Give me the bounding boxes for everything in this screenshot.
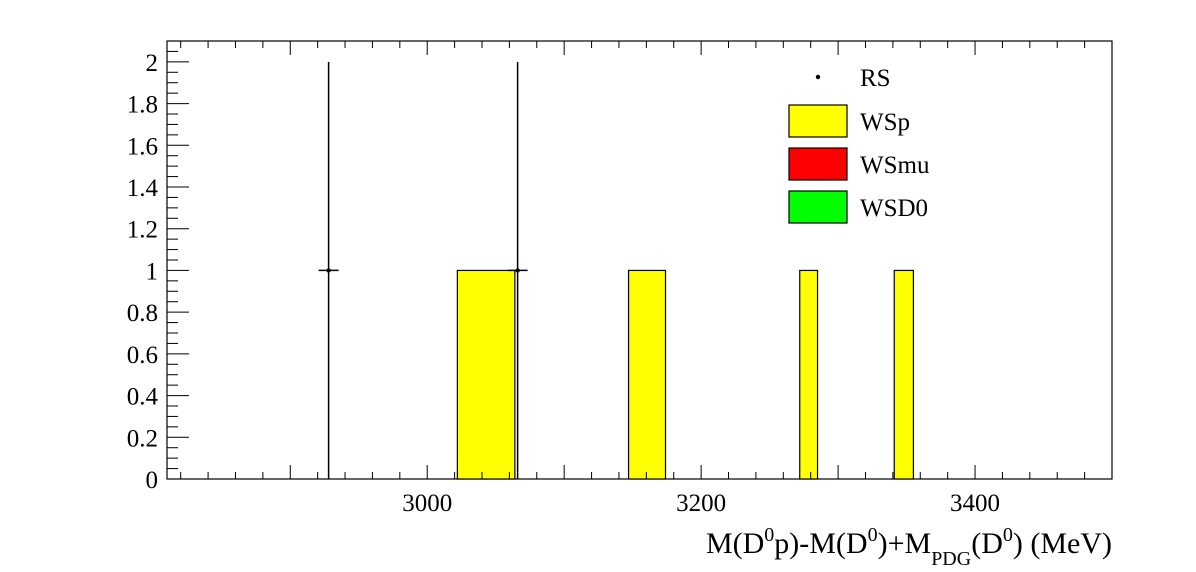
wsp-bar	[893, 269, 915, 480]
wsp-bar	[627, 269, 667, 480]
wsp-bar	[799, 269, 819, 480]
wsp-legend-label: WSp	[860, 109, 910, 136]
x-axis-title-part: 0	[764, 524, 774, 546]
wsd0-legend-label: WSD0	[860, 195, 928, 222]
y-tick-label: 1.6	[127, 133, 158, 160]
y-tick-label: 0.8	[127, 300, 158, 327]
x-axis-title-part: (D	[971, 527, 1003, 560]
rs-points-group	[318, 61, 528, 479]
y-tick-label: 0.6	[127, 342, 158, 369]
y-tick-label: 1	[146, 258, 159, 285]
x-tick-label: 3200	[676, 490, 726, 517]
wsmu-legend-label: WSmu	[860, 152, 930, 179]
wsd0-legend-swatch	[788, 190, 848, 224]
wsp-bar	[456, 269, 516, 480]
x-axis-title-part: 0	[1003, 524, 1013, 546]
rs-legend-marker	[815, 74, 821, 80]
y-tick-label: 0	[146, 467, 159, 494]
y-tick-label: 1.4	[127, 175, 159, 202]
x-axis-title-part: ) (MeV)	[1013, 527, 1112, 560]
y-tick-label: 0.2	[127, 425, 158, 452]
wsp-legend-swatch	[788, 104, 848, 138]
y-tick-label: 1.2	[127, 217, 158, 244]
axes-group: 0 0.2 0.4 0.6 0.8 1 1.2 1.4 1.6 1.8 2 3000 3200 3400	[127, 40, 1113, 517]
wsmu-legend-swatch	[788, 147, 848, 181]
x-tick-label: 3400	[950, 490, 1000, 517]
y-tick-label: 0.4	[127, 384, 159, 411]
x-axis-title-part: PDG	[931, 548, 971, 570]
y-tick-label: 1.8	[127, 92, 158, 119]
x-tick-label: 3000	[402, 490, 452, 517]
wsp-bars-group	[456, 269, 915, 480]
rs-point	[515, 268, 520, 273]
y-tick-label: 2	[146, 50, 159, 77]
x-axis-title-part: 0	[868, 524, 878, 546]
legend: RS WSp WSmu WSD0	[788, 65, 930, 224]
x-axis-title-part: M(D	[706, 527, 764, 560]
rs-point	[326, 268, 331, 273]
x-axis-title-part: )+M	[878, 527, 932, 560]
rs-legend-label: RS	[860, 65, 891, 92]
x-axis-title-part: p)-M(D	[774, 527, 867, 560]
x-axis-title: M(D0p)-M(D0)+MPDG(D0) (MeV)	[706, 524, 1112, 570]
